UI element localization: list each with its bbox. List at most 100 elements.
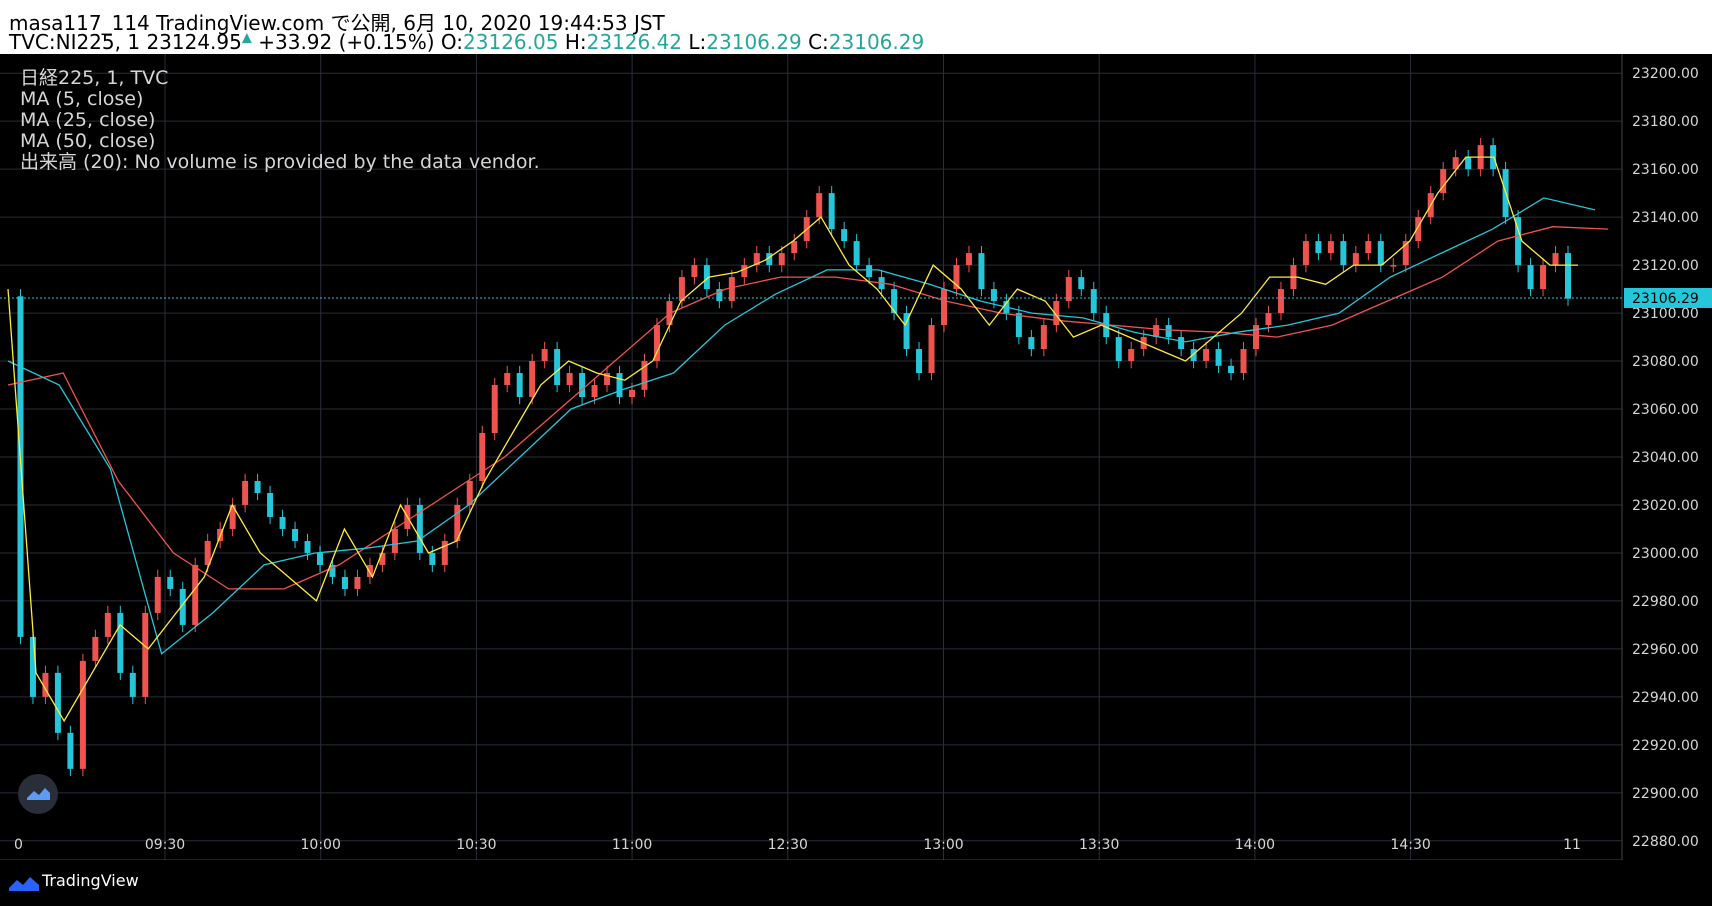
- time-axis[interactable]: 0 09:30 10:00 10:30 11:00 12:30 13:00 13:30 14:0…: [14, 837, 1581, 853]
- legend-symbol[interactable]: 日経225, 1, TVC: [20, 67, 169, 89]
- price-tick-label: 22920.00: [1632, 738, 1699, 754]
- close-value: 23106.29: [828, 30, 925, 54]
- indicator-legend: 日経225, 1, TVC MA (5, close) MA (25, clos…: [20, 68, 540, 173]
- price-chart[interactable]: 23200.00 23180.00 23160.00 23140.00 23120.00…: [0, 54, 1712, 860]
- candle-body: [1377, 241, 1384, 266]
- candle-body: [416, 504, 423, 553]
- time-tick-label: 11:00: [612, 837, 652, 853]
- price-tick-label: 23200.00: [1632, 66, 1699, 82]
- time-tick-label: 13:30: [1079, 837, 1119, 853]
- candle-body: [728, 277, 735, 302]
- time-tick-label: 11: [1563, 837, 1581, 853]
- open-label: O:: [440, 30, 464, 54]
- close-label: C:: [808, 30, 829, 54]
- published-prefix: で公開,: [330, 11, 397, 35]
- candle-body: [429, 552, 436, 565]
- price-tick-label: 23120.00: [1632, 258, 1699, 274]
- price-tick-label: 23040.00: [1632, 450, 1699, 466]
- candle-body: [928, 325, 935, 374]
- candle-body: [841, 229, 848, 242]
- price-tick-label: 22940.00: [1632, 690, 1699, 706]
- grid-lines: [0, 54, 1622, 860]
- candle-body: [1465, 157, 1472, 170]
- candle-body: [1165, 325, 1172, 338]
- candle-body: [766, 253, 773, 266]
- candle-body: [154, 576, 161, 613]
- candle-body: [1390, 265, 1397, 267]
- candle-body: [1365, 241, 1372, 254]
- author-name[interactable]: masa117_114: [9, 11, 150, 35]
- price-tick-label: 23140.00: [1632, 210, 1699, 226]
- candle-body: [1190, 349, 1197, 362]
- candle-body: [329, 564, 336, 577]
- site-name[interactable]: TradingView.com: [156, 11, 325, 35]
- candle-body: [254, 480, 261, 493]
- low-label: L:: [688, 30, 707, 54]
- candle-body: [791, 241, 798, 254]
- price-tick-label: 22900.00: [1632, 786, 1699, 802]
- time-tick-label: 0: [14, 837, 23, 853]
- publish-info: masa117_114 TradingView.com で公開, 6月 10, …: [9, 7, 665, 36]
- legend-ma25[interactable]: MA (25, close): [20, 109, 156, 131]
- price-tick-label: 22980.00: [1632, 594, 1699, 610]
- candle-body: [317, 552, 323, 565]
- candle-body: [54, 672, 61, 733]
- candle-body: [1452, 157, 1459, 170]
- candle-body: [341, 576, 348, 589]
- price-axis[interactable]: 23200.00 23180.00 23160.00 23140.00 23120.00…: [1632, 66, 1699, 850]
- candle-body: [816, 193, 823, 218]
- candle-body: [129, 672, 136, 697]
- candle-body: [42, 672, 49, 697]
- candle-body: [828, 193, 835, 230]
- footer-brand-text[interactable]: TradingView: [42, 871, 139, 890]
- legend-ma50[interactable]: MA (50, close): [20, 130, 156, 152]
- candle-body: [1153, 325, 1160, 338]
- symbol-label: TVC:NI225, 1: [9, 30, 141, 54]
- candle-body: [853, 241, 860, 266]
- candle-body: [304, 540, 311, 553]
- candle-body: [79, 660, 86, 769]
- candle-body: [366, 564, 373, 577]
- candle-body: [1040, 325, 1047, 350]
- price-tick-label: 22880.00: [1632, 834, 1699, 850]
- candle-body: [716, 289, 723, 302]
- candle-body: [491, 385, 498, 434]
- ma5-line: [7, 156, 1578, 723]
- candle-body: [454, 504, 461, 541]
- candle-body: [1565, 253, 1571, 299]
- candle-body: [117, 612, 124, 673]
- last-price: 23124.95: [146, 30, 242, 54]
- candle-body: [504, 373, 511, 386]
- candle-body: [1515, 217, 1522, 266]
- price-tick-label: 22960.00: [1632, 642, 1699, 658]
- candle-body: [579, 373, 586, 398]
- price-tick-label: 23000.00: [1632, 546, 1699, 562]
- candle-body: [566, 373, 573, 386]
- candle-body: [192, 564, 199, 625]
- candle-body: [903, 313, 910, 350]
- candle-body: [1302, 241, 1309, 266]
- candle-body: [891, 289, 898, 314]
- candle-body: [778, 253, 785, 266]
- candle-body: [1552, 253, 1559, 266]
- candle-body: [541, 349, 548, 362]
- candle-body: [179, 588, 186, 625]
- candle-body: [554, 349, 561, 386]
- candle-body: [391, 528, 398, 553]
- candle-body: [616, 373, 623, 398]
- tradingview-logo-icon[interactable]: [18, 774, 58, 814]
- price-tag-box: [1624, 287, 1712, 308]
- time-tick-label: 09:30: [145, 837, 185, 853]
- price-tick-label: 23180.00: [1632, 114, 1699, 130]
- candle-body: [1415, 217, 1422, 242]
- legend-volume[interactable]: 出来高 (20): No volume is provided by the d…: [20, 151, 540, 173]
- legend-ma5[interactable]: MA (5, close): [20, 88, 144, 110]
- candle-body: [229, 504, 236, 529]
- candle-body: [1240, 349, 1247, 374]
- candle-body: [1527, 265, 1534, 290]
- candle-body: [641, 361, 648, 390]
- time-tick-label: 10:30: [456, 837, 496, 853]
- tradingview-brand-icon[interactable]: [8, 873, 40, 897]
- candle-body: [67, 732, 74, 769]
- candle-body: [604, 373, 611, 386]
